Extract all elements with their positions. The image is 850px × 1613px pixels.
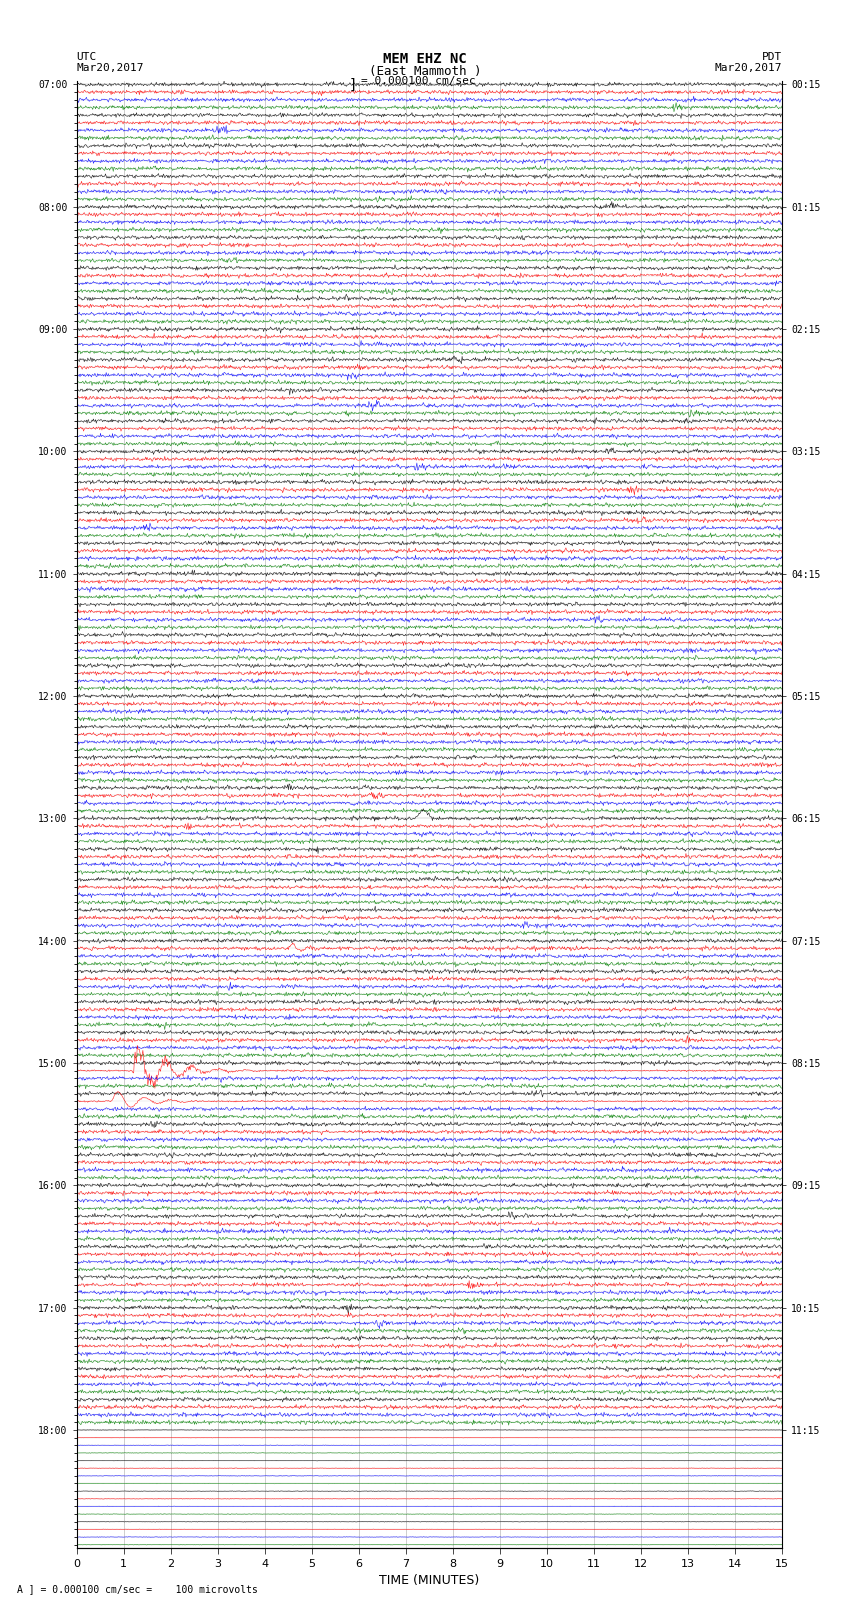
Text: Mar20,2017: Mar20,2017 <box>715 63 782 73</box>
Text: ]: ] <box>348 77 357 92</box>
Text: = 0.000100 cm/sec: = 0.000100 cm/sec <box>361 76 476 85</box>
Text: A ] = 0.000100 cm/sec =    100 microvolts: A ] = 0.000100 cm/sec = 100 microvolts <box>17 1584 258 1594</box>
Text: (East Mammoth ): (East Mammoth ) <box>369 65 481 77</box>
Text: Mar20,2017: Mar20,2017 <box>76 63 144 73</box>
Text: UTC: UTC <box>76 52 97 61</box>
X-axis label: TIME (MINUTES): TIME (MINUTES) <box>379 1574 479 1587</box>
Text: PDT: PDT <box>762 52 782 61</box>
Text: MEM EHZ NC: MEM EHZ NC <box>383 52 467 66</box>
